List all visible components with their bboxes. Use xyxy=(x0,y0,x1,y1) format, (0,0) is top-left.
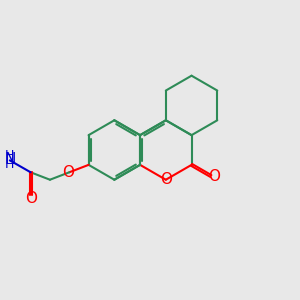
Text: N: N xyxy=(4,152,16,167)
Text: H: H xyxy=(5,149,14,162)
Text: O: O xyxy=(160,172,172,187)
Text: O: O xyxy=(25,191,37,206)
Text: H: H xyxy=(5,158,14,171)
Text: O: O xyxy=(62,165,74,180)
Text: O: O xyxy=(208,169,220,184)
